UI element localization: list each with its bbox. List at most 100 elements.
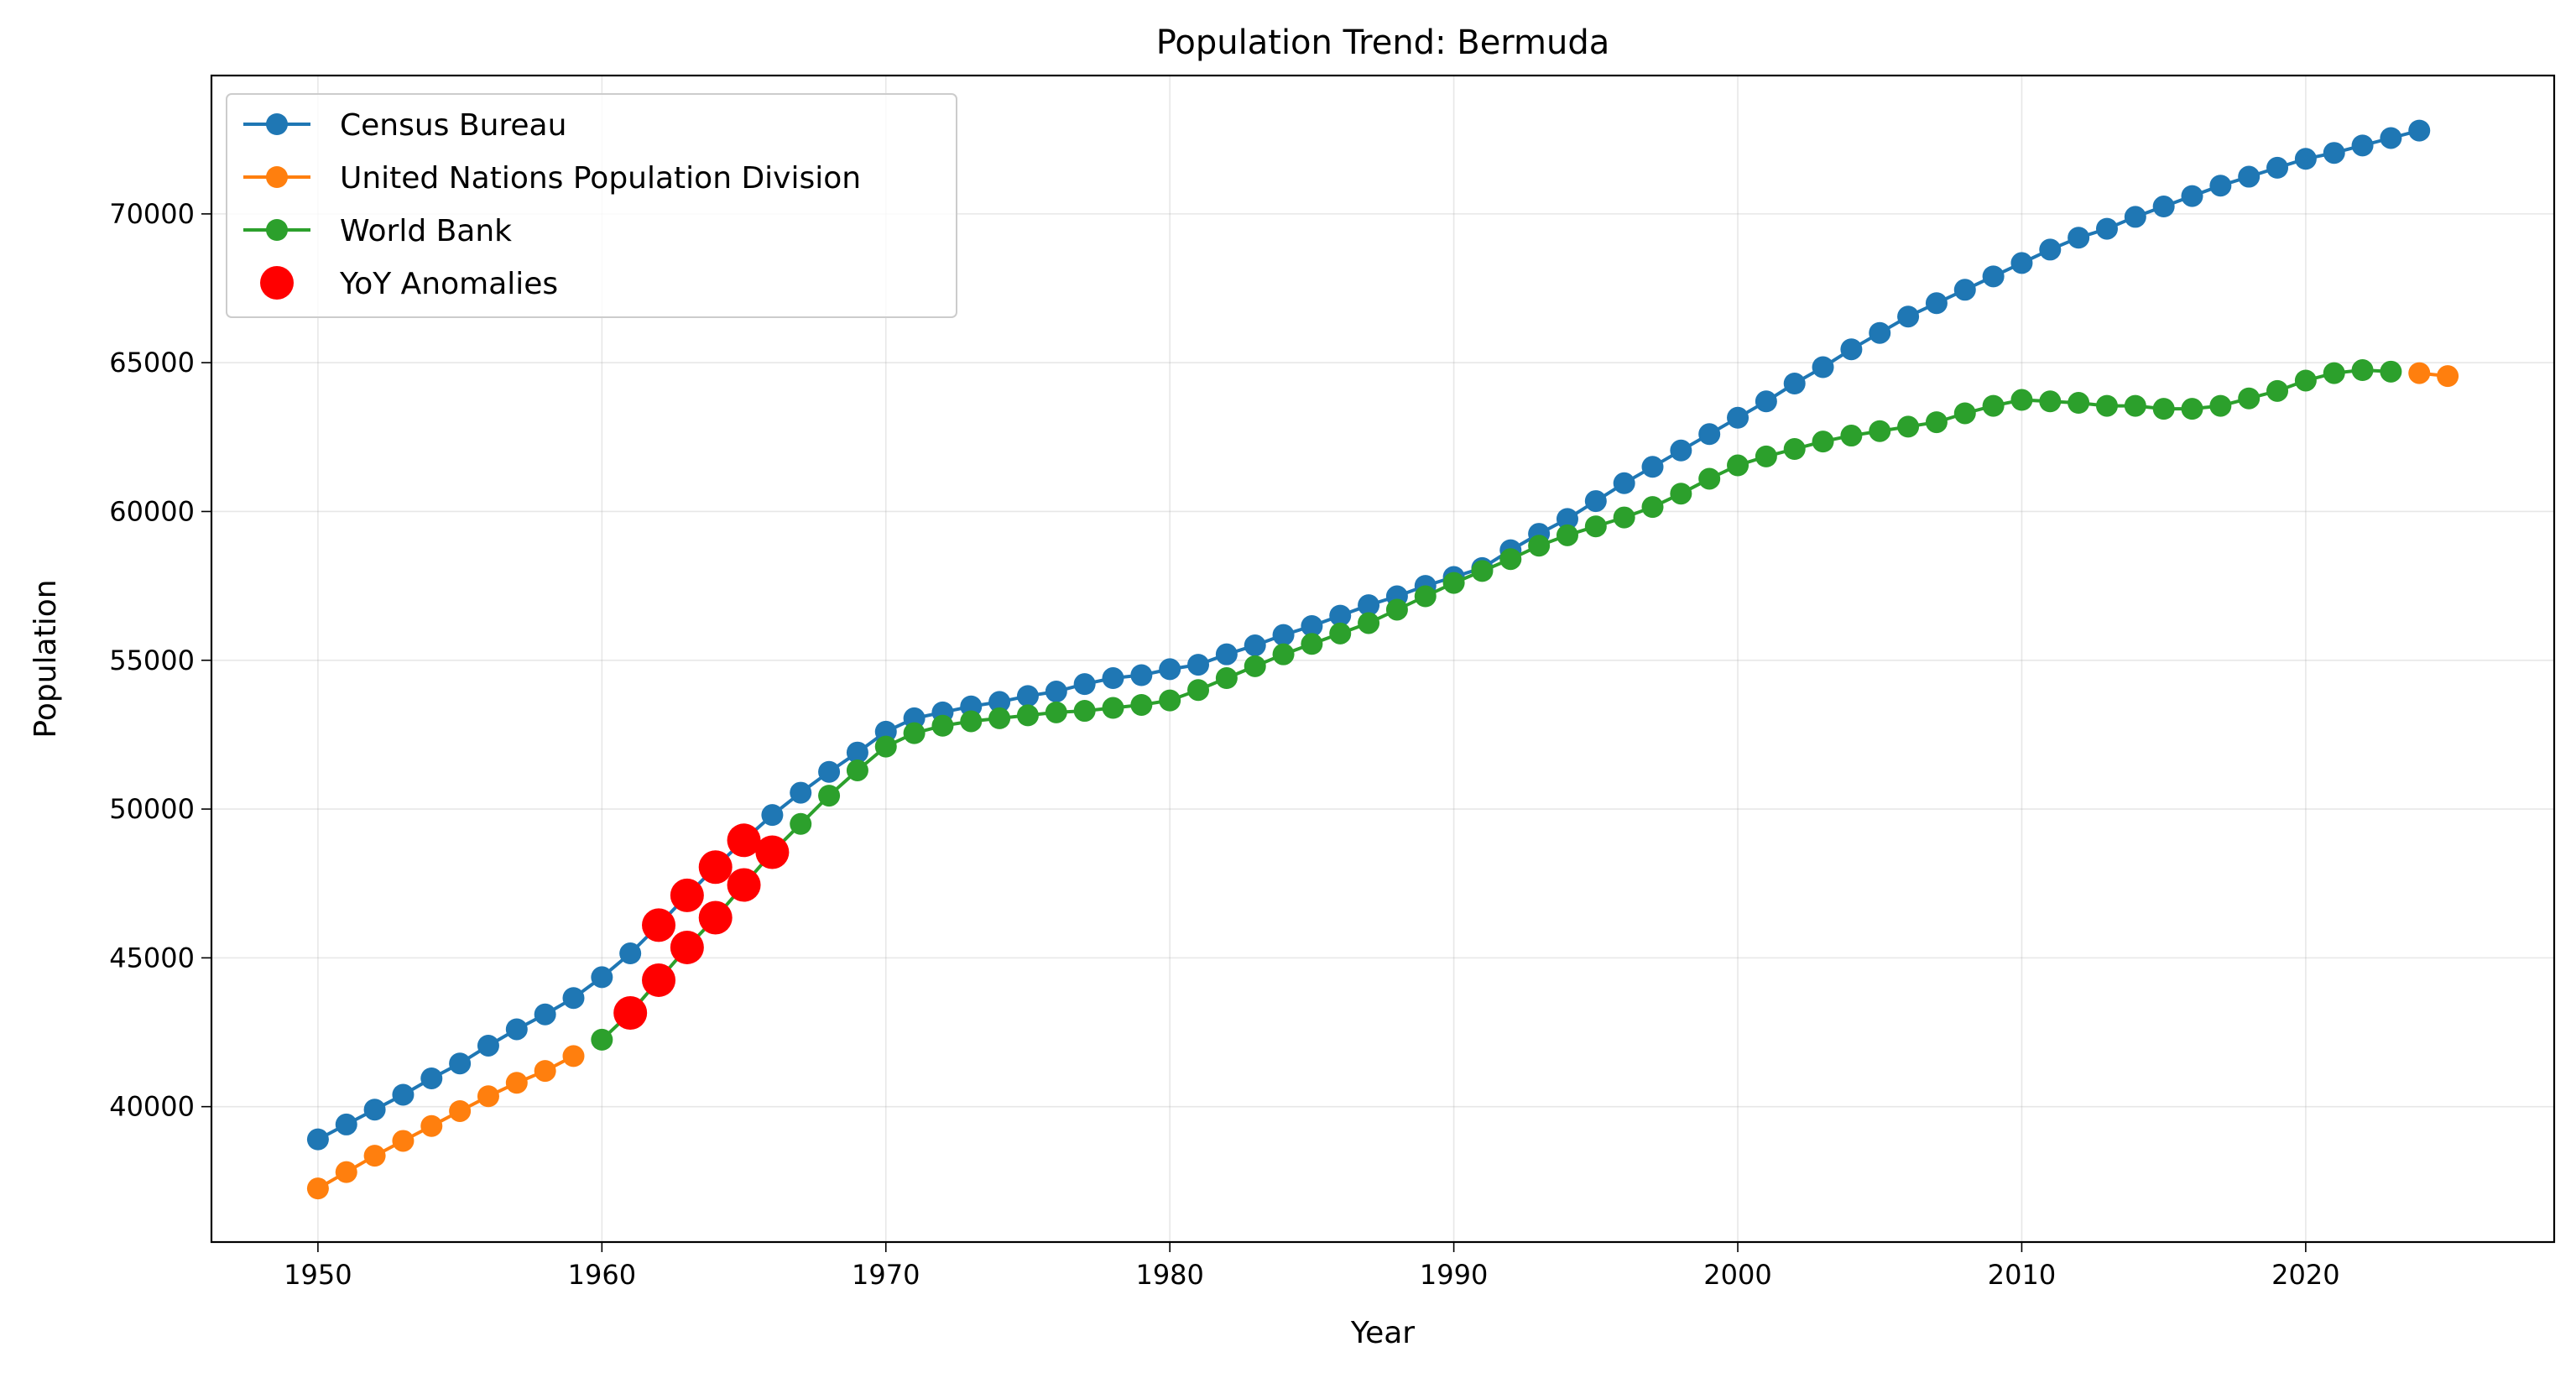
data-point xyxy=(363,1145,386,1167)
data-point xyxy=(1556,524,1578,546)
data-point xyxy=(1301,633,1323,655)
data-point xyxy=(420,1067,443,1089)
data-point xyxy=(1130,664,1153,686)
data-point xyxy=(2266,379,2289,402)
data-point xyxy=(1727,406,1749,429)
data-point xyxy=(818,760,841,783)
data-point xyxy=(1187,654,1210,676)
y-tick-label: 40000 xyxy=(109,1091,195,1123)
data-point xyxy=(846,759,868,781)
data-point xyxy=(1953,279,1976,301)
data-point xyxy=(1925,411,1948,434)
data-point xyxy=(1641,496,1664,519)
data-point xyxy=(562,987,585,1010)
legend-item: United Nations Population Division xyxy=(243,161,861,196)
y-axis-label: Population xyxy=(29,579,63,738)
data-point xyxy=(1783,373,1806,395)
data-point xyxy=(988,707,1011,729)
data-point xyxy=(1159,689,1181,712)
data-point xyxy=(2294,148,2317,170)
data-point xyxy=(1073,673,1096,696)
data-point xyxy=(1215,667,1238,690)
data-point xyxy=(2152,196,2175,218)
data-point xyxy=(420,1114,443,1137)
data-point xyxy=(1272,624,1295,646)
data-point xyxy=(1016,704,1039,727)
data-point xyxy=(2124,394,2146,417)
data-point xyxy=(1897,415,1920,438)
data-point xyxy=(1755,445,1777,467)
data-point xyxy=(874,735,897,758)
data-point xyxy=(1442,572,1465,594)
data-point xyxy=(2095,217,2118,240)
data-point xyxy=(1869,420,1891,442)
data-point xyxy=(1358,612,1380,634)
data-point xyxy=(1670,439,1692,462)
data-point xyxy=(1584,515,1607,538)
data-point xyxy=(1329,604,1352,627)
data-point xyxy=(1528,535,1551,557)
data-point xyxy=(1755,390,1777,413)
anomaly-point xyxy=(698,850,733,885)
data-point xyxy=(335,1113,357,1135)
data-point xyxy=(1045,701,1067,723)
data-point xyxy=(477,1034,499,1057)
data-point xyxy=(2068,392,2090,415)
data-point xyxy=(534,1003,556,1026)
data-point xyxy=(392,1130,415,1152)
data-point xyxy=(1471,560,1494,582)
series-1 xyxy=(306,362,2459,1200)
y-tick-label: 65000 xyxy=(109,347,195,378)
data-point xyxy=(449,1052,472,1075)
anomaly-point xyxy=(642,908,676,942)
data-point xyxy=(2068,227,2090,249)
data-point xyxy=(1670,483,1692,505)
data-point xyxy=(2152,398,2175,420)
data-point xyxy=(1812,431,1834,453)
data-point xyxy=(1613,472,1635,494)
series-layer xyxy=(306,119,2459,1200)
data-point xyxy=(1982,394,2005,417)
series-line xyxy=(316,1054,575,1190)
data-point xyxy=(2380,127,2402,149)
data-point xyxy=(1499,548,1522,571)
data-point xyxy=(2209,394,2232,417)
x-tick-label: 1950 xyxy=(284,1259,352,1291)
data-point xyxy=(1016,685,1039,707)
data-point xyxy=(1698,467,1721,490)
data-point xyxy=(1897,305,1920,328)
legend-label: World Bank xyxy=(340,214,512,248)
data-point xyxy=(790,812,812,835)
legend-box xyxy=(226,93,957,318)
data-point xyxy=(477,1085,499,1108)
x-tick-label: 2000 xyxy=(1703,1259,1771,1291)
data-point xyxy=(2010,252,2033,274)
data-point xyxy=(2095,394,2118,417)
legend-marker xyxy=(260,266,294,300)
data-point xyxy=(562,1045,585,1067)
legend-marker xyxy=(266,166,288,188)
anomaly-point xyxy=(670,878,704,912)
data-point xyxy=(2039,390,2062,413)
data-point xyxy=(2351,359,2374,382)
data-point xyxy=(1159,658,1181,681)
data-point xyxy=(2437,365,2459,388)
data-point xyxy=(2323,142,2345,164)
data-point xyxy=(1613,506,1635,529)
data-point xyxy=(1187,679,1210,702)
data-point xyxy=(1244,655,1266,677)
data-point xyxy=(306,1128,329,1151)
data-point xyxy=(2039,238,2062,261)
data-point xyxy=(1272,643,1295,666)
legend-label: Census Bureau xyxy=(340,108,566,143)
chart-title: Population Trend: Bermuda xyxy=(1156,23,1610,62)
data-point xyxy=(449,1099,472,1122)
data-point xyxy=(1329,622,1352,645)
anomaly-point xyxy=(727,823,761,858)
data-point xyxy=(335,1161,357,1183)
data-point xyxy=(306,1177,329,1200)
data-point xyxy=(1102,697,1124,719)
data-point xyxy=(846,741,868,764)
